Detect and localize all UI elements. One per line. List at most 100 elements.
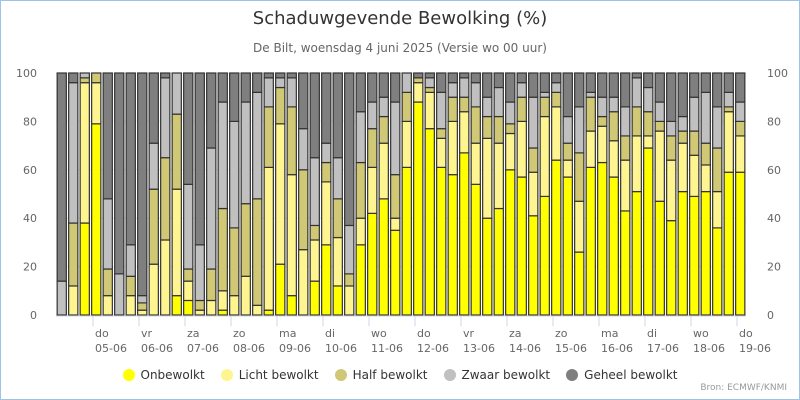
- bar-segment-half-bewolkt[interactable]: [344, 273, 355, 287]
- bar-segment-onbewolkt[interactable]: [597, 161, 608, 316]
- bar-segment-geheel-bewolkt[interactable]: [275, 72, 286, 79]
- bar-segment-half-bewolkt[interactable]: [217, 207, 228, 292]
- bar-segment-licht-bewolkt[interactable]: [401, 120, 412, 168]
- bar-segment-half-bewolkt[interactable]: [309, 224, 320, 241]
- bar-segment-zwaar-bewolkt[interactable]: [252, 91, 263, 200]
- bar-stack[interactable]: [79, 72, 90, 316]
- bar-segment-licht-bewolkt[interactable]: [516, 120, 527, 178]
- bar-segment-zwaar-bewolkt[interactable]: [424, 77, 435, 89]
- bar-segment-onbewolkt[interactable]: [183, 299, 194, 316]
- bar-segment-licht-bewolkt[interactable]: [367, 166, 378, 214]
- bar-stack[interactable]: [194, 72, 205, 316]
- bar-segment-onbewolkt[interactable]: [470, 183, 481, 316]
- bar-segment-geheel-bewolkt[interactable]: [125, 72, 136, 246]
- bar-segment-zwaar-bewolkt[interactable]: [643, 86, 654, 113]
- bar-stack[interactable]: [493, 72, 504, 316]
- bar-segment-geheel-bewolkt[interactable]: [723, 72, 734, 93]
- bar-stack[interactable]: [551, 72, 562, 316]
- bar-segment-zwaar-bewolkt[interactable]: [79, 72, 90, 79]
- bar-stack[interactable]: [424, 72, 435, 316]
- bar-stack[interactable]: [125, 72, 136, 316]
- bar-segment-zwaar-bewolkt[interactable]: [275, 77, 286, 89]
- bar-segment-licht-bewolkt[interactable]: [551, 106, 562, 161]
- bar-segment-onbewolkt[interactable]: [677, 190, 688, 316]
- bar-segment-zwaar-bewolkt[interactable]: [125, 244, 136, 277]
- bar-segment-half-bewolkt[interactable]: [424, 86, 435, 93]
- bar-segment-zwaar-bewolkt[interactable]: [183, 183, 194, 270]
- bar-segment-half-bewolkt[interactable]: [183, 268, 194, 282]
- bar-segment-onbewolkt[interactable]: [413, 101, 424, 316]
- bar-segment-onbewolkt[interactable]: [424, 128, 435, 316]
- bar-stack[interactable]: [160, 72, 171, 316]
- bar-segment-geheel-bewolkt[interactable]: [194, 72, 205, 246]
- bar-segment-geheel-bewolkt[interactable]: [470, 72, 481, 84]
- bar-segment-licht-bewolkt[interactable]: [597, 125, 608, 164]
- bar-segment-half-bewolkt[interactable]: [585, 96, 596, 132]
- bar-segment-geheel-bewolkt[interactable]: [102, 72, 113, 200]
- bar-segment-geheel-bewolkt[interactable]: [516, 72, 527, 84]
- bar-segment-zwaar-bewolkt[interactable]: [585, 91, 596, 98]
- bar-segment-geheel-bewolkt[interactable]: [309, 72, 320, 159]
- bar-segment-onbewolkt[interactable]: [712, 227, 723, 316]
- bar-segment-zwaar-bewolkt[interactable]: [286, 77, 297, 108]
- bar-stack[interactable]: [585, 72, 596, 316]
- bar-segment-geheel-bewolkt[interactable]: [643, 72, 654, 89]
- bar-segment-half-bewolkt[interactable]: [620, 135, 631, 161]
- bar-segment-onbewolkt[interactable]: [401, 166, 412, 316]
- bar-stack[interactable]: [298, 72, 309, 316]
- bar-stack[interactable]: [91, 72, 102, 316]
- bar-segment-half-bewolkt[interactable]: [206, 268, 217, 302]
- bar-segment-zwaar-bewolkt[interactable]: [539, 91, 550, 98]
- bar-segment-geheel-bewolkt[interactable]: [677, 72, 688, 118]
- bar-segment-licht-bewolkt[interactable]: [689, 154, 700, 198]
- bar-segment-geheel-bewolkt[interactable]: [562, 72, 573, 118]
- bar-segment-zwaar-bewolkt[interactable]: [148, 142, 159, 190]
- bar-segment-half-bewolkt[interactable]: [252, 198, 263, 306]
- bar-segment-geheel-bewolkt[interactable]: [378, 72, 389, 98]
- bar-segment-onbewolkt[interactable]: [367, 212, 378, 316]
- bar-segment-geheel-bewolkt[interactable]: [631, 72, 642, 79]
- bar-segment-geheel-bewolkt[interactable]: [539, 72, 550, 93]
- bar-segment-geheel-bewolkt[interactable]: [585, 72, 596, 93]
- bar-segment-zwaar-bewolkt[interactable]: [436, 91, 447, 130]
- bar-segment-half-bewolkt[interactable]: [723, 106, 734, 113]
- bar-stack[interactable]: [240, 72, 251, 316]
- bar-segment-geheel-bewolkt[interactable]: [355, 72, 366, 113]
- bar-segment-geheel-bewolkt[interactable]: [620, 72, 631, 108]
- bar-segment-geheel-bewolkt[interactable]: [56, 72, 67, 282]
- bar-segment-licht-bewolkt[interactable]: [263, 166, 274, 311]
- bar-segment-zwaar-bewolkt[interactable]: [631, 77, 642, 108]
- bar-segment-geheel-bewolkt[interactable]: [608, 72, 619, 98]
- bar-segment-geheel-bewolkt[interactable]: [505, 72, 516, 103]
- bar-segment-geheel-bewolkt[interactable]: [459, 72, 470, 79]
- bar-stack[interactable]: [666, 72, 677, 316]
- bar-segment-zwaar-bewolkt[interactable]: [482, 96, 493, 118]
- bar-segment-licht-bewolkt[interactable]: [321, 181, 332, 246]
- bar-segment-licht-bewolkt[interactable]: [413, 82, 424, 103]
- bar-segment-onbewolkt[interactable]: [551, 159, 562, 316]
- bar-segment-zwaar-bewolkt[interactable]: [160, 77, 171, 159]
- bar-segment-licht-bewolkt[interactable]: [620, 159, 631, 212]
- bar-segment-half-bewolkt[interactable]: [321, 161, 332, 183]
- bar-segment-zwaar-bewolkt[interactable]: [689, 96, 700, 132]
- bar-segment-half-bewolkt[interactable]: [689, 130, 700, 156]
- bar-segment-licht-bewolkt[interactable]: [160, 239, 171, 316]
- bar-segment-licht-bewolkt[interactable]: [298, 249, 309, 316]
- bar-segment-geheel-bewolkt[interactable]: [332, 72, 343, 159]
- bar-segment-onbewolkt[interactable]: [643, 147, 654, 316]
- bar-stack[interactable]: [689, 72, 700, 316]
- bar-segment-geheel-bewolkt[interactable]: [321, 72, 332, 144]
- bar-segment-licht-bewolkt[interactable]: [68, 285, 79, 316]
- bar-segment-geheel-bewolkt[interactable]: [689, 72, 700, 98]
- bar-segment-half-bewolkt[interactable]: [528, 147, 539, 173]
- bar-segment-licht-bewolkt[interactable]: [735, 135, 746, 173]
- bar-stack[interactable]: [102, 72, 113, 316]
- bar-segment-half-bewolkt[interactable]: [91, 72, 102, 84]
- bar-segment-geheel-bewolkt[interactable]: [436, 72, 447, 93]
- bar-segment-licht-bewolkt[interactable]: [286, 174, 297, 297]
- bar-segment-geheel-bewolkt[interactable]: [654, 72, 665, 103]
- bar-segment-zwaar-bewolkt[interactable]: [390, 101, 401, 176]
- bar-segment-zwaar-bewolkt[interactable]: [229, 120, 240, 229]
- bar-segment-zwaar-bewolkt[interactable]: [516, 82, 527, 98]
- bar-segment-zwaar-bewolkt[interactable]: [608, 96, 619, 113]
